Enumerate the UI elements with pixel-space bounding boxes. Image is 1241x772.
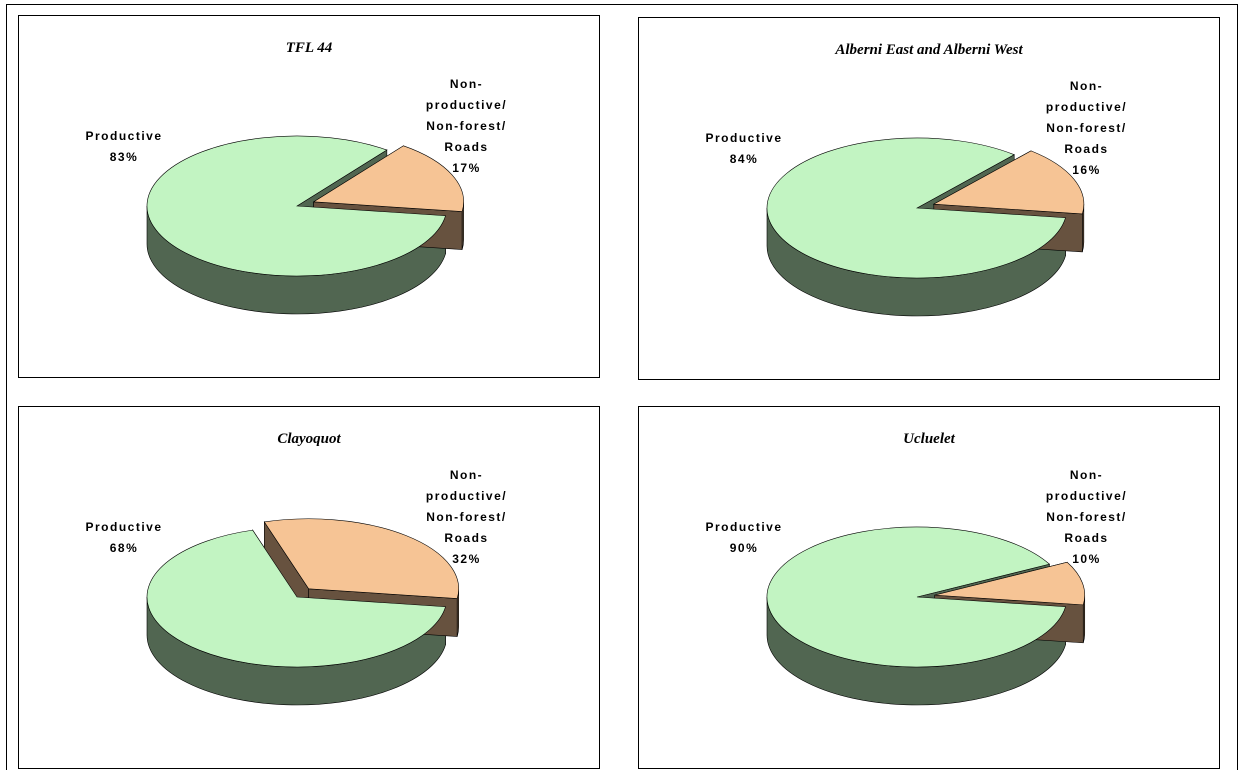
pie-chart bbox=[146, 518, 459, 706]
slice bbox=[766, 137, 1066, 279]
category-label: Productive bbox=[85, 129, 163, 143]
data-label: Non-productive/ Non-forest/ Roads 17% bbox=[414, 74, 519, 179]
value-label: 10% bbox=[1072, 552, 1101, 566]
value-label: 32% bbox=[452, 552, 481, 566]
value-label: 17% bbox=[452, 161, 481, 175]
category-label: Productive bbox=[705, 131, 783, 145]
slice bbox=[146, 529, 446, 668]
value-label: 84% bbox=[729, 152, 759, 166]
data-label: Productive 84% bbox=[679, 128, 809, 170]
chart-title: Ucluelet bbox=[903, 431, 955, 447]
slice bbox=[263, 518, 459, 599]
chart-panel: Alberni East and Alberni West Productive 8… bbox=[638, 17, 1220, 380]
data-label: Productive 90% bbox=[679, 517, 809, 559]
chart-title: Clayoquot bbox=[277, 431, 341, 447]
category-label: Non-productive/ Non-forest/ Roads bbox=[1045, 79, 1128, 156]
data-label: Non-productive/ Non-forest/ Roads 32% bbox=[414, 465, 519, 570]
slice bbox=[934, 561, 1086, 606]
slice bbox=[146, 135, 446, 277]
slice bbox=[766, 526, 1066, 668]
data-label: Non-productive/ Non-forest/ Roads 16% bbox=[1034, 76, 1139, 181]
value-label: 16% bbox=[1072, 163, 1101, 177]
category-label: Productive bbox=[705, 520, 783, 534]
pie-chart bbox=[766, 137, 1085, 317]
data-label: Non-productive/ Non-forest/ Roads 10% bbox=[1034, 465, 1139, 570]
chart-title: Alberni East and Alberni West bbox=[835, 42, 1023, 58]
slice bbox=[312, 145, 464, 212]
pie-chart bbox=[766, 526, 1086, 706]
category-label: Productive bbox=[85, 520, 163, 534]
value-label: 68% bbox=[109, 541, 139, 555]
category-label: Non-productive/ Non-forest/ Roads bbox=[1045, 468, 1128, 545]
chart-panel: Clayoquot Productive 68% Non-productive/ No… bbox=[18, 406, 600, 769]
data-label: Productive 68% bbox=[59, 517, 189, 559]
slice bbox=[932, 150, 1085, 215]
data-label: Productive 83% bbox=[59, 126, 189, 168]
chart-panel: Ucluelet Productive 90% Non-productive/ Non… bbox=[638, 406, 1220, 769]
chart-title: TFL 44 bbox=[285, 40, 333, 56]
category-label: Non-productive/ Non-forest/ Roads bbox=[425, 77, 508, 154]
pie-chart bbox=[146, 135, 464, 315]
category-label: Non-productive/ Non-forest/ Roads bbox=[425, 468, 508, 545]
chart-panel: TFL 44 Productive 83% Non-productive/ Non-f… bbox=[18, 15, 600, 378]
value-label: 90% bbox=[729, 541, 759, 555]
value-label: 83% bbox=[109, 150, 139, 164]
frame bbox=[6, 4, 1238, 770]
